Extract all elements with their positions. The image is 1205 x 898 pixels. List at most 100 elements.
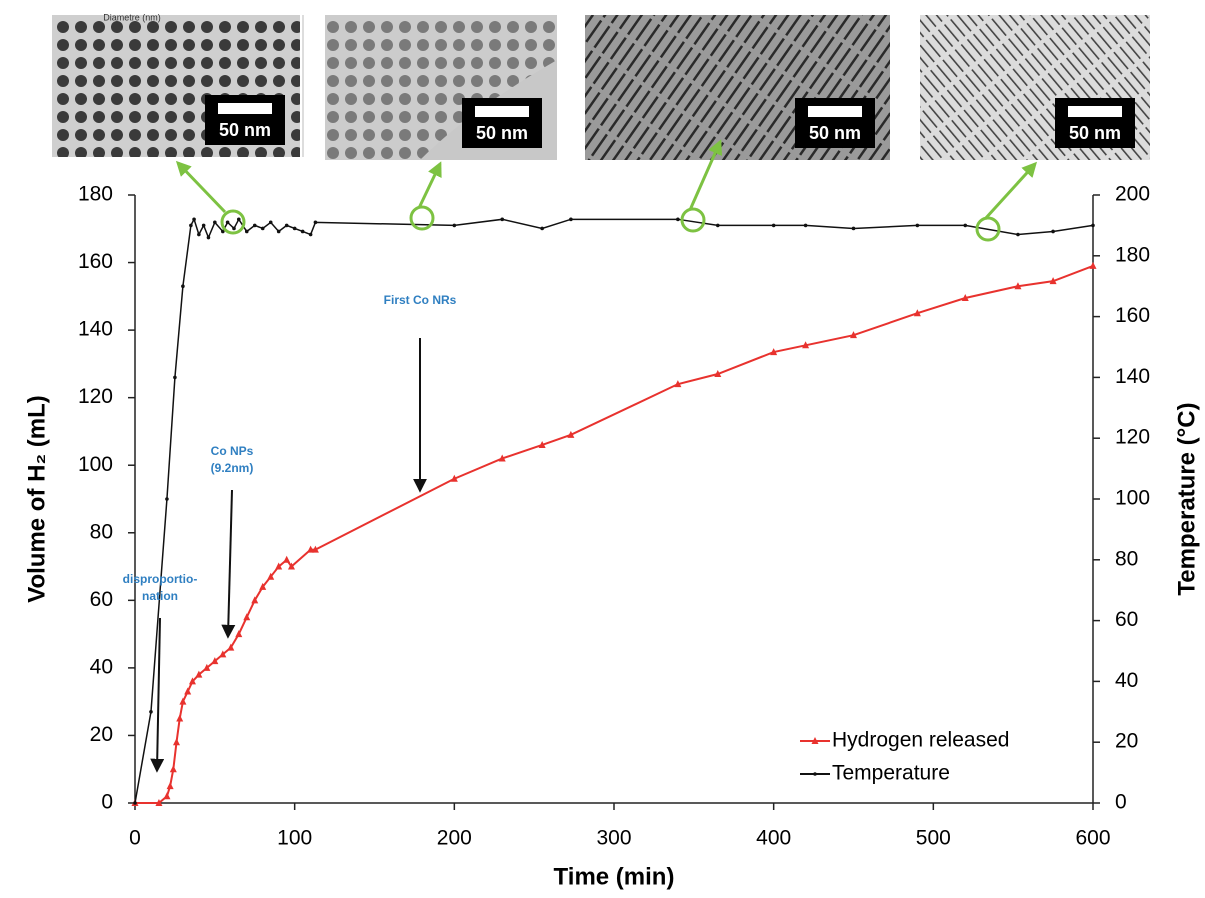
point xyxy=(540,226,544,231)
point xyxy=(450,474,458,482)
y-tick-label: 140 xyxy=(78,318,113,341)
point xyxy=(243,613,251,621)
point xyxy=(569,217,573,222)
annotation: Co NPs xyxy=(211,444,254,458)
y2-tick-label: 40 xyxy=(1115,669,1138,692)
y2-tick-label: 200 xyxy=(1115,183,1150,206)
highlight-circle xyxy=(220,209,246,235)
point xyxy=(244,229,249,234)
point xyxy=(203,663,211,671)
annotation: First Co NRs xyxy=(384,293,457,307)
x-tick-label: 0 xyxy=(129,827,141,850)
point xyxy=(915,223,920,228)
y-tick-label: 60 xyxy=(90,588,113,611)
point xyxy=(235,630,243,638)
point xyxy=(189,223,193,228)
point xyxy=(166,782,174,790)
point xyxy=(770,348,778,356)
point xyxy=(500,217,505,222)
legend-marker xyxy=(813,772,817,776)
point xyxy=(197,232,201,237)
point xyxy=(1016,232,1020,237)
point xyxy=(260,226,265,231)
annotation: nation xyxy=(142,589,178,603)
y-tick-label: 180 xyxy=(78,183,113,206)
y-axis-label: Volume of H₂ (mL) xyxy=(23,395,50,603)
x-tick-label: 600 xyxy=(1075,827,1110,850)
point xyxy=(165,497,169,501)
y2-tick-label: 140 xyxy=(1115,365,1150,388)
point xyxy=(206,235,211,240)
point xyxy=(292,226,297,231)
scale-label: 50 nm xyxy=(809,123,861,143)
point xyxy=(284,223,289,228)
x-axis-label: Time (min) xyxy=(554,863,675,890)
point xyxy=(803,223,808,228)
point xyxy=(1014,282,1022,290)
x-tick-label: 200 xyxy=(437,827,472,850)
pointer-arrow xyxy=(175,160,227,214)
point xyxy=(313,220,318,225)
series-line xyxy=(134,217,1094,804)
point xyxy=(276,229,281,234)
scale-label: 50 nm xyxy=(219,120,271,140)
point xyxy=(283,555,291,563)
point xyxy=(259,582,267,590)
highlight-circle xyxy=(680,207,706,233)
y2-axis-label: Temperature (°C) xyxy=(1173,402,1200,595)
point xyxy=(232,226,236,231)
point xyxy=(308,232,313,237)
point xyxy=(211,657,219,665)
point xyxy=(173,738,181,746)
scale-bar xyxy=(475,106,529,117)
legend-label: Hydrogen released xyxy=(832,729,1009,752)
point xyxy=(538,440,546,448)
y2-tick-label: 20 xyxy=(1115,730,1138,753)
point xyxy=(236,217,241,222)
point xyxy=(179,697,187,705)
point xyxy=(221,229,225,234)
annotation-arrow xyxy=(221,489,236,639)
y-tick-label: 20 xyxy=(90,723,113,746)
point xyxy=(676,217,680,222)
point xyxy=(850,331,857,339)
series-line xyxy=(135,264,1094,804)
scale-bar xyxy=(218,103,272,114)
point xyxy=(163,792,171,800)
y2-tick-label: 80 xyxy=(1115,547,1138,570)
point xyxy=(251,596,259,604)
point xyxy=(963,223,968,228)
inset-particles xyxy=(325,15,557,160)
y2-tick-label: 60 xyxy=(1115,608,1138,631)
point xyxy=(227,643,235,651)
point xyxy=(961,294,969,302)
point xyxy=(252,223,257,228)
point xyxy=(225,220,230,225)
point xyxy=(267,572,275,580)
point xyxy=(195,670,203,678)
point xyxy=(714,370,722,378)
annotation: (9.2nm) xyxy=(211,461,254,475)
point xyxy=(181,284,185,289)
point xyxy=(176,714,184,722)
highlight-circle xyxy=(975,216,1001,242)
y2-tick-label: 0 xyxy=(1115,791,1127,814)
point xyxy=(173,375,177,380)
annotation: disproportio- xyxy=(123,572,198,586)
point xyxy=(802,341,810,349)
point xyxy=(1049,277,1057,285)
point xyxy=(155,799,163,806)
y2-tick-label: 120 xyxy=(1115,426,1150,449)
y-tick-label: 120 xyxy=(78,385,113,408)
point xyxy=(275,562,283,570)
pointer-arrow xyxy=(688,139,723,211)
legend-marker xyxy=(811,737,819,744)
point xyxy=(188,677,196,685)
point xyxy=(213,220,217,225)
x-tick-label: 400 xyxy=(756,827,791,850)
y-tick-label: 100 xyxy=(78,453,113,476)
y-tick-label: 80 xyxy=(90,520,113,543)
scale-bar xyxy=(1068,106,1122,117)
y-tick-label: 0 xyxy=(101,791,113,814)
